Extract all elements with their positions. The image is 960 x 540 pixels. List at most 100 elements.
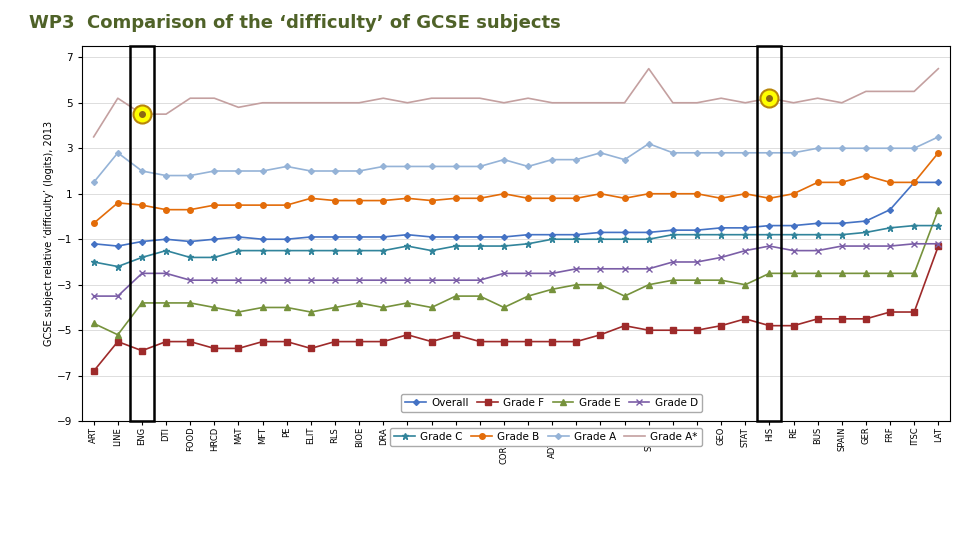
Grade E <box>715 277 727 284</box>
Grade B <box>619 195 631 201</box>
Overall <box>232 234 244 240</box>
Grade B <box>570 195 582 201</box>
Grade F <box>908 309 920 315</box>
Grade E <box>474 293 486 299</box>
Grade D <box>136 270 148 276</box>
Grade C <box>570 236 582 242</box>
Grade A <box>257 168 269 174</box>
Grade E <box>739 281 751 288</box>
Grade A* <box>257 99 269 106</box>
Grade A* <box>88 133 100 140</box>
Grade F <box>546 339 558 345</box>
Grade B <box>232 202 244 208</box>
Grade D <box>88 293 100 299</box>
Grade F <box>281 339 293 345</box>
Grade A* <box>208 95 220 102</box>
Grade B <box>498 191 510 197</box>
Grade D <box>426 277 438 284</box>
Grade E <box>112 332 124 338</box>
Grade F <box>812 315 824 322</box>
Grade B <box>812 179 824 186</box>
Grade B <box>257 202 269 208</box>
Grade F <box>860 315 872 322</box>
Overall <box>812 220 824 227</box>
Overall <box>594 229 606 235</box>
Y-axis label: GCSE subject relative ‘difficulty’ (logits), 2013: GCSE subject relative ‘difficulty’ (logi… <box>44 121 55 346</box>
Grade A* <box>450 95 462 102</box>
Grade A <box>619 157 631 163</box>
Grade A <box>498 157 510 163</box>
Grade C <box>594 236 606 242</box>
Grade C <box>667 232 679 238</box>
Grade A* <box>305 99 317 106</box>
Grade F <box>305 345 317 352</box>
Grade E <box>908 270 920 276</box>
Overall <box>112 243 124 249</box>
Grade D <box>160 270 172 276</box>
Grade A <box>908 145 920 152</box>
Grade D <box>257 277 269 284</box>
Grade D <box>739 247 751 254</box>
Grade F <box>136 347 148 354</box>
Grade A <box>353 168 365 174</box>
Grade A* <box>353 99 365 106</box>
Overall <box>836 220 848 227</box>
Grade A* <box>836 99 848 106</box>
Grade B <box>426 197 438 204</box>
Grade A* <box>401 99 413 106</box>
Line: Grade E: Grade E <box>91 207 941 338</box>
Grade B <box>763 195 775 201</box>
Grade A* <box>860 88 872 94</box>
Grade B <box>450 195 462 201</box>
Grade F <box>329 339 341 345</box>
Grade C <box>546 236 558 242</box>
Grade B <box>884 179 896 186</box>
Grade C <box>281 247 293 254</box>
Grade E <box>860 270 872 276</box>
Grade B <box>377 197 389 204</box>
Grade C <box>691 232 703 238</box>
Grade F <box>691 327 703 334</box>
Grade D <box>112 293 124 299</box>
Grade F <box>426 339 438 345</box>
Grade C <box>257 247 269 254</box>
Grade A* <box>160 111 172 117</box>
Grade E <box>570 281 582 288</box>
Grade F <box>643 327 655 334</box>
Grade F <box>450 332 462 338</box>
Overall <box>401 232 413 238</box>
Overall <box>522 232 534 238</box>
Grade D <box>498 270 510 276</box>
Grade F <box>353 339 365 345</box>
Overall <box>788 222 800 229</box>
Grade C <box>208 254 220 261</box>
Grade C <box>88 259 100 265</box>
Grade E <box>353 300 365 306</box>
Grade A* <box>377 95 389 102</box>
Grade B <box>88 220 100 227</box>
Legend: Grade C, Grade B, Grade A, Grade A*: Grade C, Grade B, Grade A, Grade A* <box>390 428 702 446</box>
Grade B <box>160 206 172 213</box>
Line: Overall: Overall <box>91 180 941 248</box>
Grade E <box>619 293 631 299</box>
Grade B <box>281 202 293 208</box>
Grade C <box>426 247 438 254</box>
Grade A <box>812 145 824 152</box>
Overall <box>619 229 631 235</box>
Grade A <box>739 150 751 156</box>
Overall <box>884 206 896 213</box>
Grade B <box>401 195 413 201</box>
Grade B <box>594 191 606 197</box>
Grade B <box>643 191 655 197</box>
Grade B <box>788 191 800 197</box>
Grade E <box>812 270 824 276</box>
Grade A <box>281 163 293 170</box>
Overall <box>570 232 582 238</box>
Grade F <box>570 339 582 345</box>
Grade B <box>208 202 220 208</box>
Grade A <box>329 168 341 174</box>
Grade F <box>232 345 244 352</box>
Grade B <box>112 200 124 206</box>
Grade A* <box>739 99 751 106</box>
Grade A <box>691 150 703 156</box>
